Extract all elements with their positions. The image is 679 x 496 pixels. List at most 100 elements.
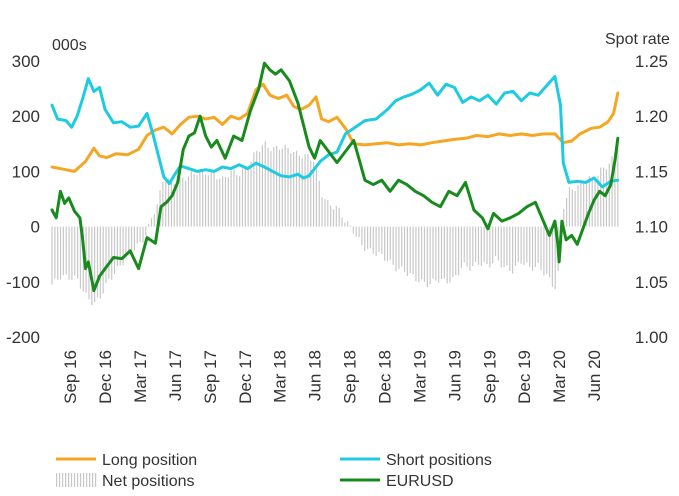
left-axis-tick-label: 300 bbox=[12, 52, 40, 71]
net-position-bar bbox=[304, 154, 306, 227]
net-position-bar bbox=[193, 173, 195, 227]
net-position-bar bbox=[167, 178, 170, 227]
x-axis-tick-label: Mar 17 bbox=[131, 350, 150, 403]
left-axis-ticks: 300 200 100 0 -100 -200 bbox=[6, 52, 40, 347]
net-position-bar bbox=[324, 199, 326, 227]
left-axis-tick-label: 200 bbox=[12, 107, 40, 126]
net-position-bar bbox=[367, 226, 369, 249]
net-position-bar bbox=[577, 185, 579, 227]
net-position-bar bbox=[344, 222, 346, 227]
net-position-bar bbox=[258, 151, 261, 227]
net-position-bar bbox=[529, 226, 531, 267]
net-position-bar bbox=[543, 226, 545, 276]
x-axis-tick-label: Sep 18 bbox=[341, 350, 360, 404]
x-axis-tick-label: Mar 18 bbox=[271, 350, 290, 403]
x-axis-tick-label: Dec 19 bbox=[515, 350, 534, 404]
net-position-bar bbox=[224, 176, 227, 227]
net-position-bar bbox=[54, 226, 56, 279]
net-position-bar bbox=[503, 226, 505, 267]
net-position-bar bbox=[65, 226, 67, 275]
net-position-bar bbox=[253, 152, 255, 227]
net-position-bar bbox=[389, 226, 391, 260]
legend-swatch-net-positions bbox=[71, 473, 73, 487]
net-position-bar bbox=[585, 180, 588, 227]
net-position-bar bbox=[57, 226, 59, 280]
net-position-bar bbox=[517, 226, 519, 263]
right-axis-tick-label: 1.25 bbox=[635, 52, 668, 71]
net-position-bar bbox=[270, 150, 272, 227]
net-position-bar bbox=[330, 205, 332, 227]
x-axis-tick-label: Dec 17 bbox=[236, 350, 255, 404]
net-positions-bars bbox=[51, 141, 619, 306]
net-position-bar bbox=[469, 226, 471, 271]
net-position-bar bbox=[284, 144, 286, 227]
net-position-bar bbox=[375, 226, 377, 257]
net-position-bar bbox=[119, 226, 121, 266]
left-axis-tick-label: 100 bbox=[12, 162, 40, 181]
net-position-bar bbox=[310, 160, 312, 227]
net-position-bar bbox=[580, 180, 582, 227]
net-position-bar bbox=[537, 226, 539, 264]
net-position-bar bbox=[449, 226, 451, 283]
net-position-bar bbox=[500, 226, 502, 268]
x-axis-tick-label: Sep 16 bbox=[61, 350, 80, 404]
net-position-bar bbox=[432, 226, 434, 279]
x-axis-tick-label: Jun 19 bbox=[445, 350, 464, 401]
right-axis-tick-label: 1.00 bbox=[635, 328, 668, 347]
net-position-bar bbox=[395, 226, 397, 272]
net-position-bar bbox=[489, 226, 491, 268]
net-position-bar bbox=[290, 153, 292, 227]
x-axis-tick-label: Sep 19 bbox=[480, 350, 499, 404]
left-axis-tick-label: 0 bbox=[31, 218, 40, 237]
net-position-bar bbox=[358, 226, 360, 238]
net-position-bar bbox=[156, 203, 158, 227]
x-axis-tick-label: Jun 18 bbox=[306, 350, 325, 401]
net-position-bar bbox=[74, 226, 76, 276]
net-position-bar bbox=[435, 226, 437, 281]
net-position-bar bbox=[230, 170, 232, 227]
net-position-bar bbox=[440, 226, 443, 279]
right-axis-tick-label: 1.20 bbox=[635, 107, 668, 126]
net-position-bar bbox=[142, 226, 144, 243]
net-position-bar bbox=[614, 153, 616, 227]
net-position-bar bbox=[327, 199, 329, 227]
net-position-bar bbox=[520, 226, 522, 264]
net-position-bar bbox=[554, 226, 556, 290]
right-axis-unit-label: Spot rate bbox=[605, 31, 670, 48]
net-position-bar bbox=[108, 226, 110, 279]
net-position-bar bbox=[460, 226, 463, 269]
net-position-bar bbox=[264, 141, 266, 227]
net-position-bar bbox=[76, 226, 79, 279]
left-axis-unit-label: 000s bbox=[52, 37, 87, 54]
net-position-bar bbox=[256, 150, 258, 227]
net-position-bar bbox=[534, 226, 536, 267]
net-position-bar bbox=[617, 146, 619, 227]
net-position-bar bbox=[210, 170, 212, 227]
net-position-bar bbox=[551, 226, 554, 287]
net-position-bar bbox=[216, 179, 218, 227]
legend-swatch-net-positions bbox=[65, 473, 67, 487]
net-position-bar bbox=[321, 197, 323, 227]
net-position-bar bbox=[526, 226, 528, 263]
net-position-bar bbox=[602, 167, 605, 227]
net-position-bar bbox=[267, 147, 269, 227]
net-position-bar bbox=[102, 226, 104, 294]
net-position-bar bbox=[94, 226, 96, 302]
net-position-bar bbox=[574, 191, 576, 227]
net-position-bar bbox=[233, 169, 235, 227]
net-position-bar bbox=[480, 226, 482, 266]
net-position-bar bbox=[105, 226, 107, 283]
legend-swatch-net-positions bbox=[68, 473, 70, 487]
net-position-bar bbox=[96, 226, 99, 298]
net-position-bar bbox=[244, 166, 246, 227]
net-position-bar bbox=[79, 226, 82, 289]
x-axis-tick-label: Mar 20 bbox=[550, 350, 569, 403]
right-axis-tick-label: 1.15 bbox=[635, 162, 668, 181]
net-position-bar bbox=[386, 226, 389, 262]
long-position-line bbox=[50, 82, 620, 173]
net-position-bar bbox=[139, 226, 141, 242]
net-position-bar bbox=[179, 176, 181, 227]
net-position-bar bbox=[278, 149, 281, 227]
net-position-bar bbox=[512, 226, 514, 274]
net-position-bar bbox=[398, 226, 400, 269]
